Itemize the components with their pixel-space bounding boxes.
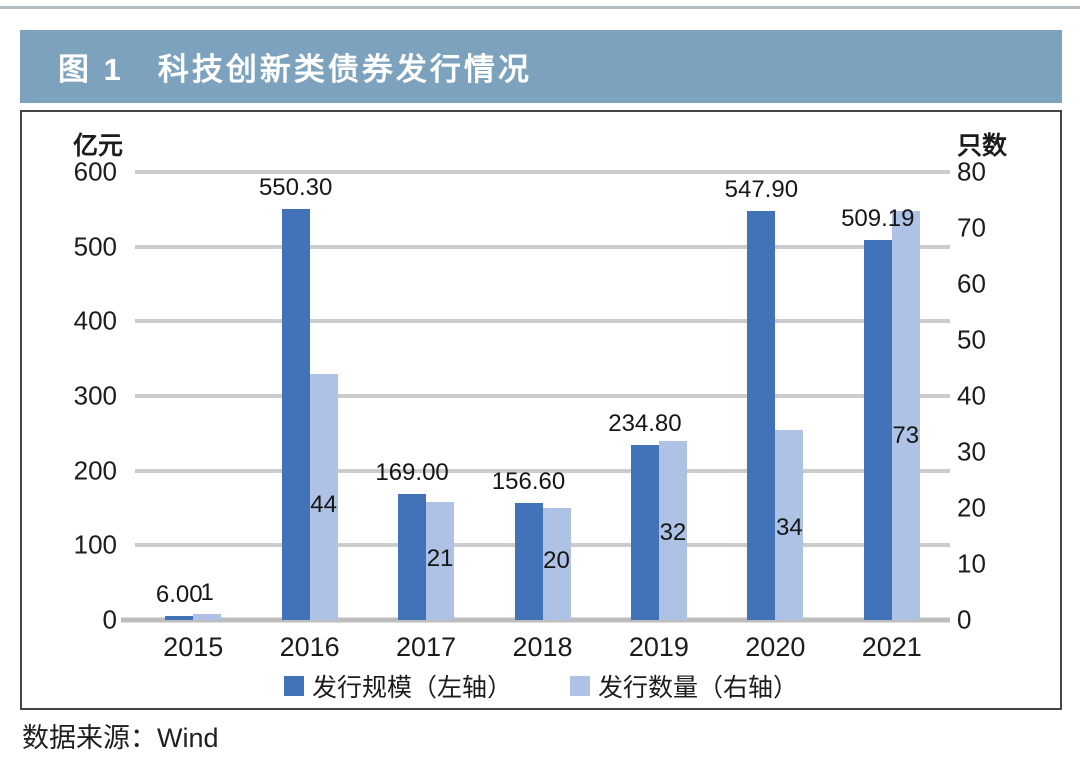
x-axis-labels: 2015 2016 2017 2018 2019 2020 2021 bbox=[135, 632, 950, 663]
gridline bbox=[135, 244, 950, 249]
scale-bar-2020 bbox=[747, 210, 776, 620]
count-bar-2016 bbox=[309, 373, 338, 620]
right-axis-ticks: 80 70 60 50 40 30 20 10 0 bbox=[957, 157, 1052, 635]
count-value-label-2017: 21 bbox=[426, 544, 454, 572]
count-value-label-2015: 1 bbox=[200, 579, 214, 607]
legend-swatch-count bbox=[570, 676, 590, 696]
left-y-tick-label: 500 bbox=[73, 231, 117, 262]
top-divider bbox=[0, 6, 1080, 9]
legend-swatch-scale bbox=[283, 676, 304, 696]
x-tick-label-2015: 2015 bbox=[163, 632, 224, 662]
count-bar-2015 bbox=[193, 614, 222, 620]
x-tick-label-2020: 2020 bbox=[745, 632, 806, 662]
count-bar-2019 bbox=[658, 440, 687, 620]
count-bar-2018 bbox=[542, 508, 571, 620]
count-value-label-2016: 44 bbox=[310, 490, 337, 518]
count-value-label-2020: 34 bbox=[775, 514, 803, 542]
right-y-tick-label: 20 bbox=[957, 492, 986, 523]
data-source: 数据来源：Wind bbox=[22, 723, 219, 753]
chart-panel: 亿元 只数 600 500 400 300 200 100 0 6.00 1 550.30 44 1… bbox=[20, 110, 1062, 710]
legend-item-scale: 发行规模（左轴） bbox=[283, 668, 512, 704]
left-y-tick-label: 100 bbox=[73, 529, 117, 560]
left-y-tick-label: 400 bbox=[73, 305, 117, 336]
gridline bbox=[135, 468, 950, 473]
count-bar-2021 bbox=[891, 211, 920, 620]
scale-bar-2015 bbox=[165, 615, 194, 620]
right-y-tick-label: 0 bbox=[957, 604, 972, 635]
plot-area: 6.00 1 550.30 44 169.00 21 156.60 20 234.80 32 547… bbox=[121, 170, 950, 623]
count-bar-2020 bbox=[775, 429, 804, 620]
left-axis-unit-label: 亿元 bbox=[72, 132, 123, 160]
scale-value-label-2020: 547.90 bbox=[724, 175, 799, 203]
x-tick-label-2017: 2017 bbox=[396, 632, 457, 662]
legend-label-count: 发行数量（右轴） bbox=[598, 674, 799, 702]
right-axis-unit-label: 只数 bbox=[957, 132, 1008, 160]
x-tick-label-2016: 2016 bbox=[279, 632, 340, 662]
right-y-tick-label: 30 bbox=[957, 436, 986, 467]
left-axis-ticks: 600 500 400 300 200 100 0 bbox=[22, 157, 123, 635]
left-y-tick-label: 200 bbox=[73, 455, 117, 486]
right-y-tick-label: 40 bbox=[957, 380, 986, 411]
count-value-label-2019: 32 bbox=[659, 518, 687, 546]
count-bar-2017 bbox=[426, 502, 455, 620]
scale-value-label-2015: 6.00 bbox=[155, 580, 203, 608]
gridline bbox=[135, 394, 950, 398]
scale-value-label-2021: 509.19 bbox=[841, 204, 915, 232]
right-y-tick-label: 70 bbox=[957, 212, 986, 243]
scale-value-label-2016: 550.30 bbox=[258, 174, 333, 202]
scale-bar-2018 bbox=[514, 503, 543, 620]
left-y-tick-label: 300 bbox=[73, 380, 117, 411]
figure-title-bar: 图 1 科技创新类债券发行情况 bbox=[20, 30, 1062, 103]
axis-baseline bbox=[121, 617, 950, 623]
scale-value-label-2017: 169.00 bbox=[375, 458, 449, 486]
scale-value-label-2018: 156.60 bbox=[491, 468, 566, 496]
scale-bar-2017 bbox=[398, 493, 427, 620]
x-tick-label-2021: 2021 bbox=[861, 632, 922, 662]
scale-value-label-2019: 234.80 bbox=[608, 409, 682, 437]
gridline bbox=[135, 319, 950, 324]
right-y-tick-label: 10 bbox=[957, 548, 986, 579]
left-y-tick-label: 0 bbox=[102, 604, 117, 635]
legend-label-scale: 发行规模（左轴） bbox=[311, 674, 512, 702]
scale-bar-2016 bbox=[281, 209, 310, 620]
left-y-tick-label: 600 bbox=[73, 156, 117, 187]
figure-title: 图 1 科技创新类债券发行情况 bbox=[58, 52, 532, 87]
scale-bar-2021 bbox=[863, 239, 892, 620]
right-y-tick-label: 50 bbox=[957, 324, 986, 355]
count-value-label-2021: 73 bbox=[892, 422, 920, 450]
count-value-label-2018: 20 bbox=[543, 546, 570, 574]
scale-bar-2019 bbox=[630, 444, 659, 620]
right-y-tick-label: 60 bbox=[957, 268, 986, 299]
gridline bbox=[135, 170, 950, 174]
right-y-tick-label: 80 bbox=[957, 156, 986, 187]
legend-item-count: 发行数量（右轴） bbox=[570, 668, 798, 704]
x-tick-label-2019: 2019 bbox=[628, 632, 689, 662]
legend: 发行规模（左轴） 发行数量（右轴） bbox=[22, 668, 1060, 704]
x-tick-label-2018: 2018 bbox=[512, 632, 573, 662]
